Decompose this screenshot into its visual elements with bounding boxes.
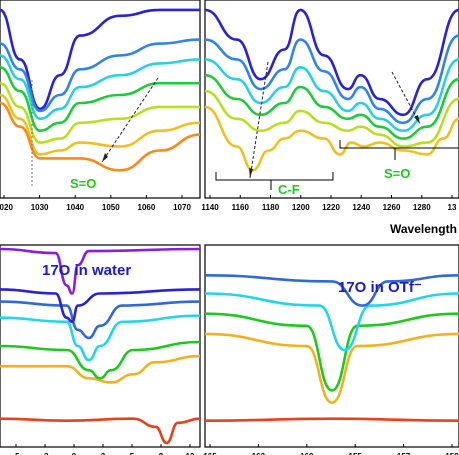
d-lines-series-2 xyxy=(204,312,459,392)
b-lines-series-2 xyxy=(204,58,459,133)
b-ticks-label-1: 1160 xyxy=(232,203,250,212)
panel-b-arrowhead-2 xyxy=(414,115,420,124)
panel-b-xlabel: Wavelength xyxy=(390,222,457,236)
d-ticks-label-1: 163 xyxy=(252,452,266,455)
panel-d: 165 163 160 155 157 159 17O in OTf⁻ xyxy=(203,244,459,455)
a-ticks-label-3: 1050 xyxy=(102,203,120,212)
d-ticks-label-5: 159 xyxy=(445,452,459,455)
b-ticks-label-4: 1220 xyxy=(322,203,340,212)
b-ticks-label-5: 1240 xyxy=(352,203,370,212)
a-lines-series-1 xyxy=(0,38,201,113)
panel-b: 1140 1160 1180 1200 1220 1240 1260 1280 13 Wavel… xyxy=(201,0,459,236)
panel-b-annotation-s-o: S=O xyxy=(384,166,410,181)
c-ticks-label-5: 8 xyxy=(159,452,164,455)
a-ticks-label-1: 1030 xyxy=(31,203,49,212)
c-ticks-label-3: 3 xyxy=(101,452,106,455)
panel-d-title: 17O in OTf⁻ xyxy=(338,279,422,296)
a-ticks-label-2: 1040 xyxy=(66,203,84,212)
a-ticks-label-5: 1070 xyxy=(173,203,191,212)
a-ticks-label-0: 1020 xyxy=(0,203,13,212)
panel-c-x-ticks: -5 -3 0 3 5 8 12 xyxy=(12,444,195,455)
c-ticks-label-1: -3 xyxy=(41,452,49,455)
b-ticks-label-2: 1180 xyxy=(262,203,280,212)
b-ticks-label-0: 1140 xyxy=(201,203,219,212)
b-lines-series-0 xyxy=(204,8,459,117)
b-ticks-label-6: 1260 xyxy=(383,203,401,212)
c-lines-series-6 xyxy=(0,247,201,295)
panel-b-series xyxy=(204,8,459,172)
a-lines-series-4 xyxy=(0,81,200,144)
panel-a-annotation-s-o: S=O xyxy=(70,176,96,191)
a-lines-series-6 xyxy=(0,101,201,172)
panel-a-frame xyxy=(0,0,201,199)
panel-c-frame xyxy=(0,244,201,448)
panel-d-series xyxy=(204,274,459,422)
panel-b-bracket-so xyxy=(339,140,459,149)
d-ticks-label-0: 165 xyxy=(203,452,217,455)
c-lines-series-0 xyxy=(0,417,201,445)
panel-a-arrow xyxy=(101,77,159,163)
b-lines-series-3 xyxy=(204,73,459,140)
c-lines-series-4 xyxy=(0,300,201,340)
c-lines-series-3 xyxy=(0,314,201,362)
b-lines-series-5 xyxy=(204,105,459,172)
panel-a-arrowhead xyxy=(102,153,108,162)
b-lines-series-4 xyxy=(204,89,459,148)
b-ticks-label-8: 13 xyxy=(448,203,457,212)
panel-b-arrow-1 xyxy=(249,61,269,179)
b-lines-series-1 xyxy=(204,34,459,125)
c-lines-series-5 xyxy=(0,288,201,324)
a-lines-series-5 xyxy=(0,93,201,156)
a-lines-series-3 xyxy=(0,66,200,133)
c-ticks-label-6: 12 xyxy=(186,452,195,455)
panel-c-title: 17O in water xyxy=(42,262,131,279)
b-ticks-label-3: 1200 xyxy=(292,203,310,212)
d-ticks-label-2: 160 xyxy=(300,452,314,455)
a-ticks-label-4: 1060 xyxy=(138,203,156,212)
d-lines-series-4 xyxy=(204,274,459,307)
panel-a: 1020 1030 1040 1050 1060 1070 S=O xyxy=(0,0,201,212)
panel-b-annotation-c-f: C-F xyxy=(278,182,300,197)
d-lines-series-1 xyxy=(204,332,459,404)
d-ticks-label-3: 155 xyxy=(349,452,363,455)
c-lines-series-2 xyxy=(0,340,201,380)
panel-b-x-ticks: 1140 1160 1180 1200 1220 1240 1260 1280 13 xyxy=(201,195,457,212)
c-ticks-label-0: -5 xyxy=(12,452,20,455)
d-lines-series-3 xyxy=(204,292,459,352)
panel-b-bracket-cf xyxy=(215,172,334,181)
panel-d-x-ticks: 165 163 160 155 157 159 xyxy=(203,444,459,455)
panel-c: -5 -3 0 3 5 8 12 17O in water xyxy=(0,244,201,455)
panel-b-arrowhead-1 xyxy=(249,168,253,178)
panel-a-series xyxy=(0,8,201,172)
b-ticks-label-7: 1280 xyxy=(413,203,431,212)
c-lines-series-1 xyxy=(0,354,201,384)
d-ticks-label-4: 157 xyxy=(397,452,411,455)
a-lines-series-2 xyxy=(0,54,201,121)
panel-c-series xyxy=(0,247,201,445)
a-lines-series-0 xyxy=(0,8,200,111)
c-ticks-label-2: 0 xyxy=(72,452,77,455)
panel-b-frame xyxy=(204,0,459,199)
c-ticks-label-4: 5 xyxy=(130,452,135,455)
d-lines-series-0 xyxy=(204,417,459,422)
panel-d-frame xyxy=(204,244,459,448)
panel-a-x-ticks: 1020 1030 1040 1050 1060 1070 xyxy=(0,195,191,212)
